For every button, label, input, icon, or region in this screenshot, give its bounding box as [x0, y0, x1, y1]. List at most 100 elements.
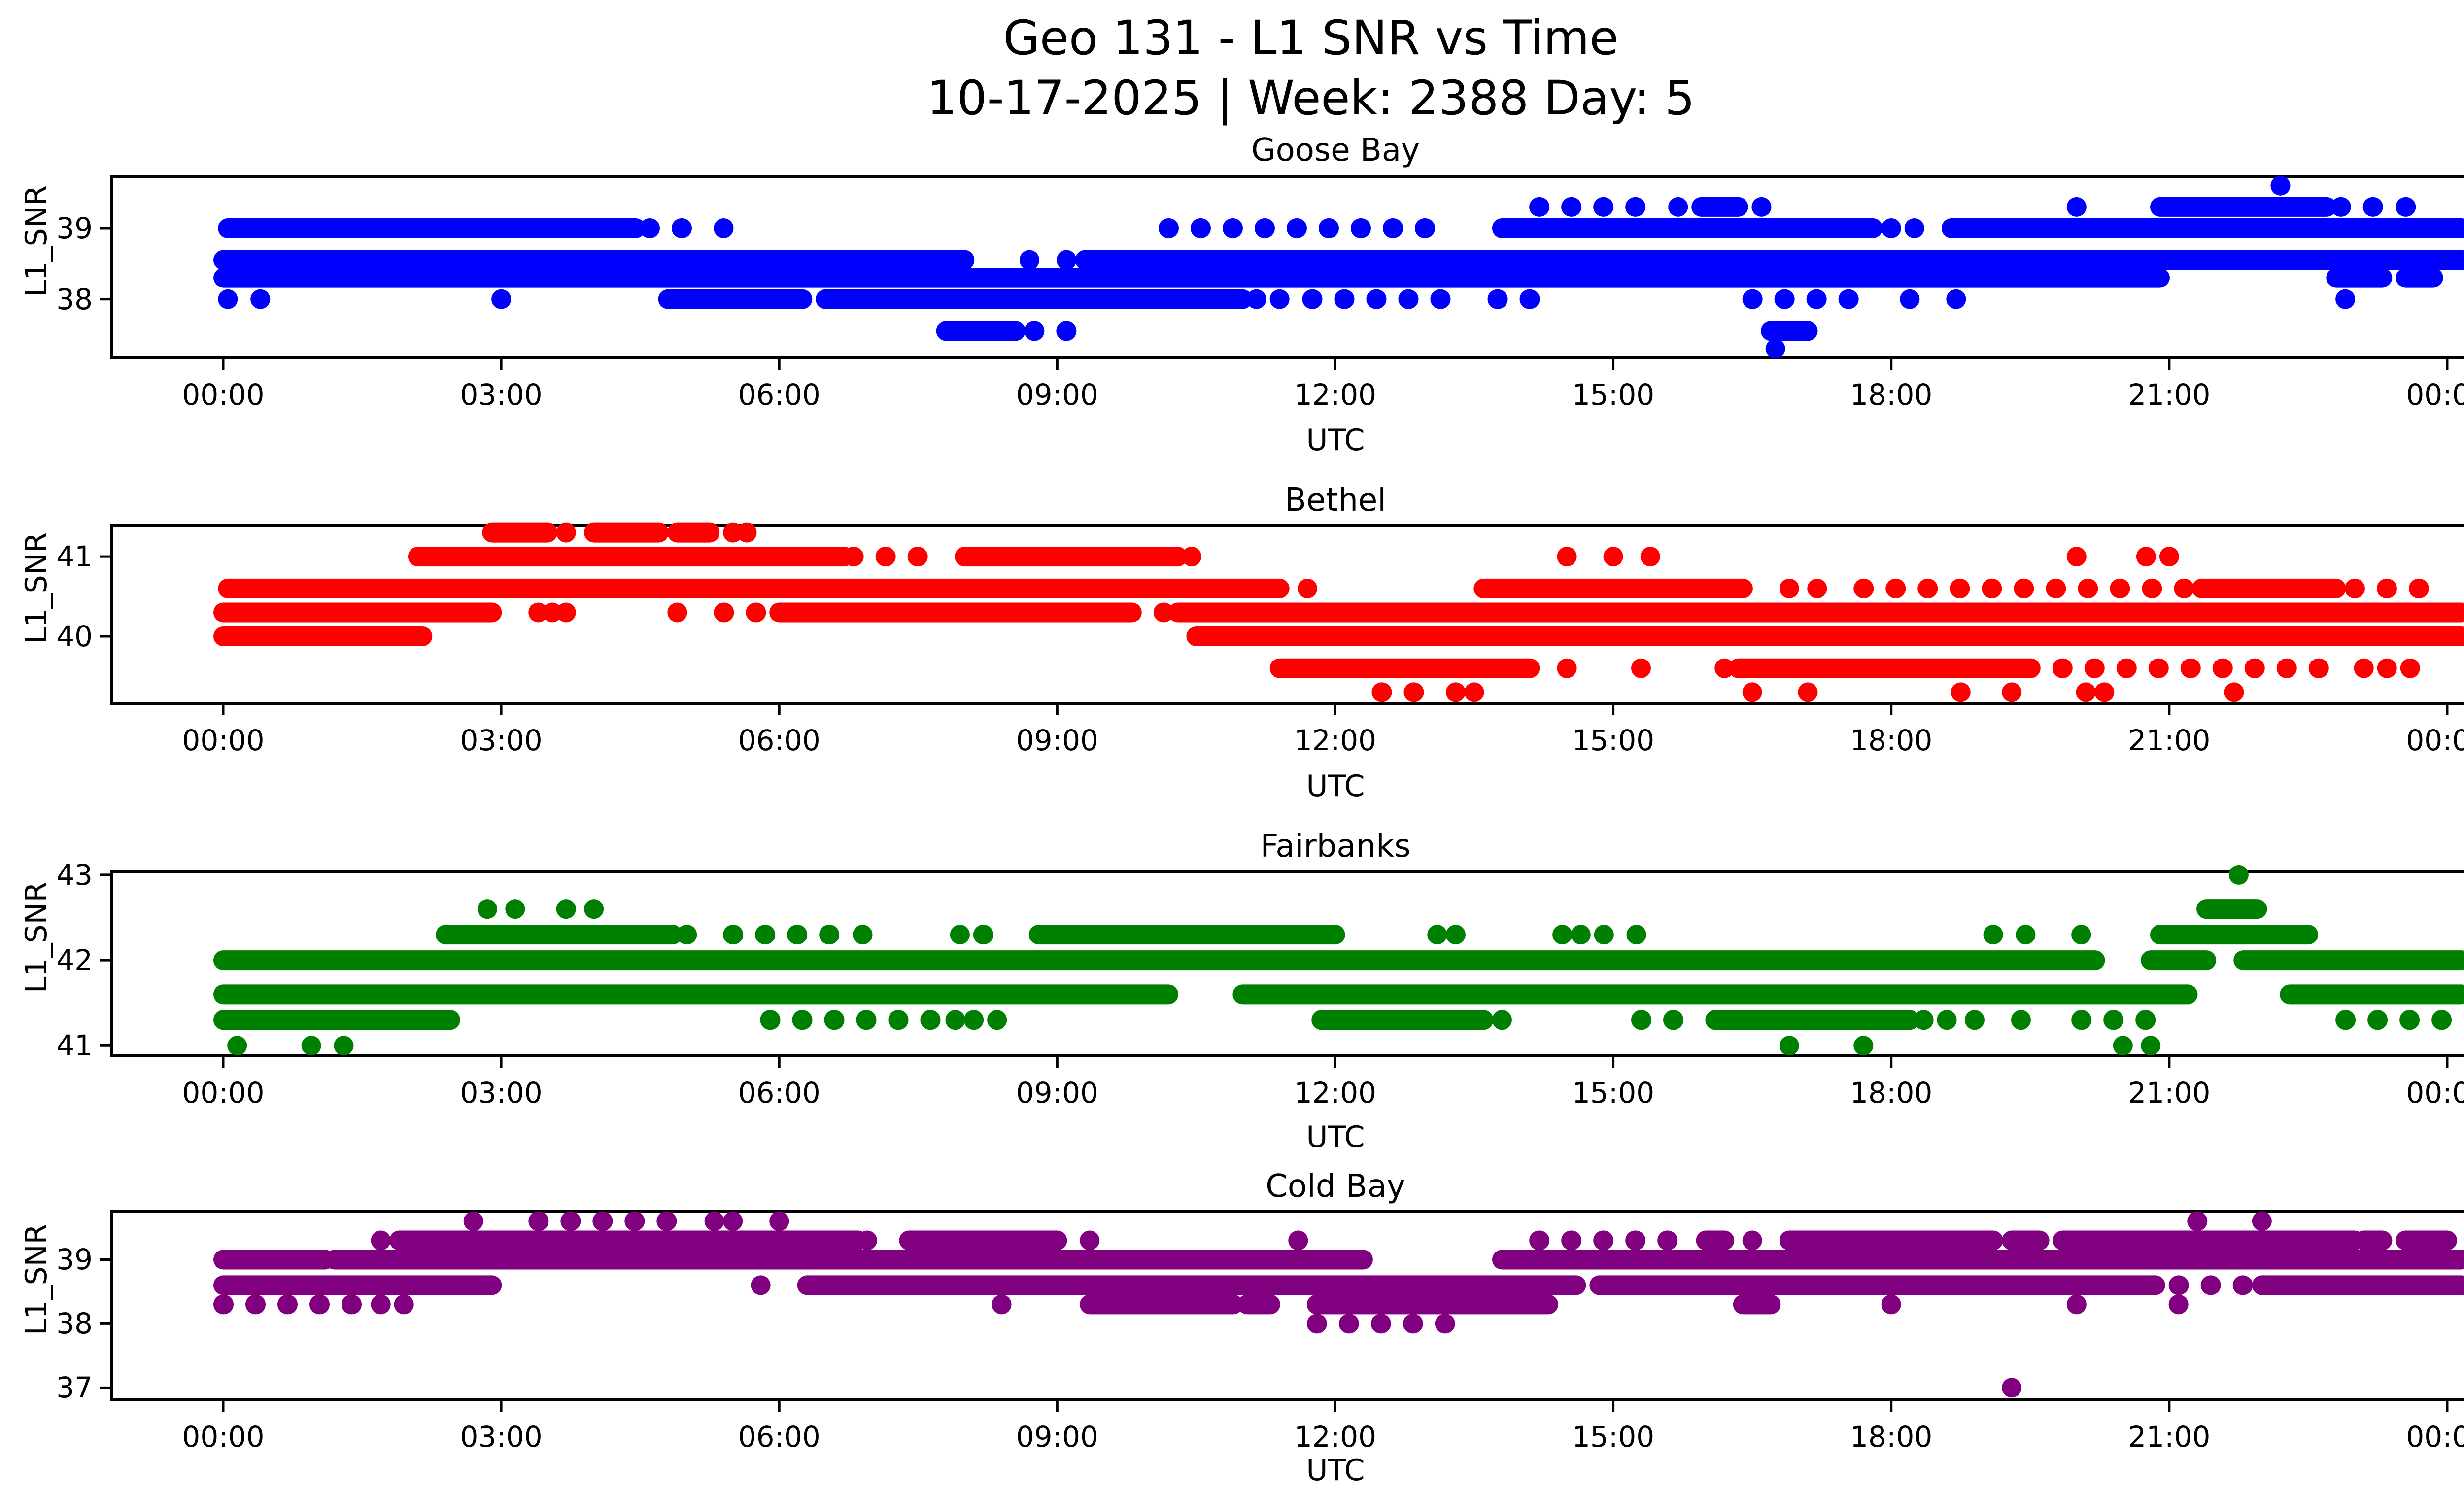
- data-point-fairbanks: [1779, 1036, 1799, 1056]
- data-point-bethel: [1182, 547, 1202, 567]
- x-tick-label-fairbanks: 12:00: [1294, 1076, 1377, 1110]
- data-point-cold-bay: [2252, 1211, 2272, 1231]
- data-point-fairbanks: [1571, 925, 1591, 945]
- data-point-fairbanks: [1552, 925, 1573, 945]
- data-point-goose-bay: [1751, 197, 1772, 217]
- x-tick-label-cold-bay: 03:00: [460, 1420, 543, 1454]
- data-point-goose-bay: [1019, 250, 1039, 270]
- data-point-bethel: [2354, 658, 2374, 678]
- data-point-cold-bay: [1080, 1230, 1100, 1251]
- x-tick-label-bethel: 03:00: [460, 724, 543, 757]
- y-tick-label-cold-bay: 38: [56, 1307, 93, 1341]
- data-point-bethel: [723, 522, 743, 543]
- data-point-bethel: [2066, 547, 2087, 567]
- data-point-bethel: [528, 602, 548, 623]
- data-point-bethel: [1631, 658, 1651, 678]
- data-point-goose-bay: [714, 218, 734, 238]
- x-tick-label-fairbanks: 00:00: [2406, 1076, 2464, 1110]
- data-point-bethel: [2377, 658, 2397, 678]
- data-point-cold-bay: [723, 1211, 743, 1231]
- data-point-fairbanks: [945, 1010, 965, 1030]
- data-point-bethel: [2076, 682, 2096, 702]
- x-tick-label-bethel: 18:00: [1850, 724, 1933, 757]
- y-tick-label-cold-bay: 37: [56, 1371, 93, 1405]
- y-tick-label-goose-bay: 38: [56, 282, 93, 316]
- data-point-goose-bay: [1765, 339, 1785, 359]
- data-point-fairbanks: [2228, 865, 2249, 885]
- data-point-cold-bay: [751, 1275, 771, 1295]
- data-point-goose-bay: [2335, 289, 2356, 309]
- data-point-bethel: [1298, 578, 1318, 598]
- data-point-bethel: [667, 602, 687, 623]
- data-point-goose-bay: [250, 289, 271, 309]
- data-point-fairbanks: [2071, 925, 2091, 945]
- data-point-goose-bay: [1246, 289, 1266, 309]
- y-tick-label-fairbanks: 43: [56, 858, 93, 892]
- data-point-fairbanks: [2016, 925, 2036, 945]
- data-point-bethel: [2400, 658, 2420, 678]
- x-tick-label-goose-bay: 12:00: [1294, 378, 1377, 412]
- data-point-bethel: [1951, 682, 1971, 702]
- data-point-bethel: [1640, 547, 1660, 567]
- data-point-bethel: [2136, 547, 2156, 567]
- data-point-fairbanks: [2011, 1010, 2031, 1030]
- data-point-cold-bay: [371, 1294, 391, 1315]
- data-point-fairbanks: [1853, 1036, 1874, 1056]
- data-point-cold-bay: [463, 1211, 483, 1231]
- data-point-bethel: [1807, 578, 1827, 598]
- data-point-fairbanks: [2141, 1036, 2161, 1056]
- x-tick-label-fairbanks: 21:00: [2128, 1076, 2211, 1110]
- x-tick-label-goose-bay: 06:00: [738, 378, 821, 412]
- x-axis-label-goose-bay: UTC: [1306, 423, 1365, 457]
- x-tick-label-fairbanks: 18:00: [1850, 1076, 1933, 1110]
- x-tick-label-goose-bay: 18:00: [1850, 378, 1933, 412]
- x-tick-label-fairbanks: 03:00: [460, 1076, 543, 1110]
- data-point-bethel: [1464, 682, 1484, 702]
- data-point-cold-bay: [1288, 1230, 1308, 1251]
- data-point-bethel: [556, 522, 576, 543]
- x-tick-label-bethel: 00:00: [182, 724, 265, 757]
- data-point-bethel: [737, 522, 757, 543]
- data-point-fairbanks: [987, 1010, 1007, 1030]
- data-point-fairbanks: [1914, 1010, 1934, 1030]
- x-tick-label-bethel: 12:00: [1294, 724, 1377, 757]
- data-point-fairbanks: [334, 1036, 354, 1056]
- y-tick-label-fairbanks: 42: [56, 943, 93, 977]
- figure-subtitle: 10-17-2025 | Week: 2388 Day: 5: [926, 70, 1695, 126]
- data-point-bethel: [1714, 658, 1735, 678]
- data-point-bethel: [2094, 682, 2115, 702]
- data-point-fairbanks: [584, 899, 604, 919]
- x-tick-label-cold-bay: 00:00: [182, 1420, 265, 1454]
- x-axis-label-cold-bay: UTC: [1306, 1453, 1365, 1488]
- y-tick-label-bethel: 41: [56, 540, 93, 574]
- data-point-goose-bay: [491, 289, 512, 309]
- data-point-fairbanks: [477, 899, 497, 919]
- data-point-fairbanks: [1594, 925, 1614, 945]
- x-tick-label-cold-bay: 15:00: [1572, 1420, 1655, 1454]
- data-point-cold-bay: [394, 1294, 414, 1315]
- data-point-goose-bay: [2066, 197, 2087, 217]
- x-tick-label-bethel: 15:00: [1572, 724, 1655, 757]
- data-point-cold-bay: [704, 1211, 724, 1231]
- x-tick-label-goose-bay: 15:00: [1572, 378, 1655, 412]
- x-tick-label-cold-bay: 09:00: [1016, 1420, 1098, 1454]
- x-tick-label-goose-bay: 00:00: [2406, 378, 2464, 412]
- data-point-goose-bay: [2270, 175, 2291, 196]
- x-tick-label-fairbanks: 15:00: [1572, 1076, 1655, 1110]
- x-tick-label-cold-bay: 00:00: [2406, 1420, 2464, 1454]
- data-point-bethel: [556, 602, 576, 623]
- data-point-bethel: [2224, 682, 2244, 702]
- x-tick-label-bethel: 06:00: [738, 724, 821, 757]
- x-tick-label-fairbanks: 06:00: [738, 1076, 821, 1110]
- x-tick-label-cold-bay: 06:00: [738, 1420, 821, 1454]
- data-point-cold-bay: [769, 1211, 789, 1231]
- data-point-fairbanks: [1427, 925, 1447, 945]
- data-point-fairbanks: [1492, 1010, 1512, 1030]
- x-axis-label-fairbanks: UTC: [1306, 1120, 1365, 1154]
- data-point-fairbanks: [1964, 1010, 1985, 1030]
- data-point-goose-bay: [1946, 289, 1966, 309]
- data-point-cold-bay: [2168, 1294, 2189, 1315]
- data-point-cold-bay: [1742, 1230, 1762, 1251]
